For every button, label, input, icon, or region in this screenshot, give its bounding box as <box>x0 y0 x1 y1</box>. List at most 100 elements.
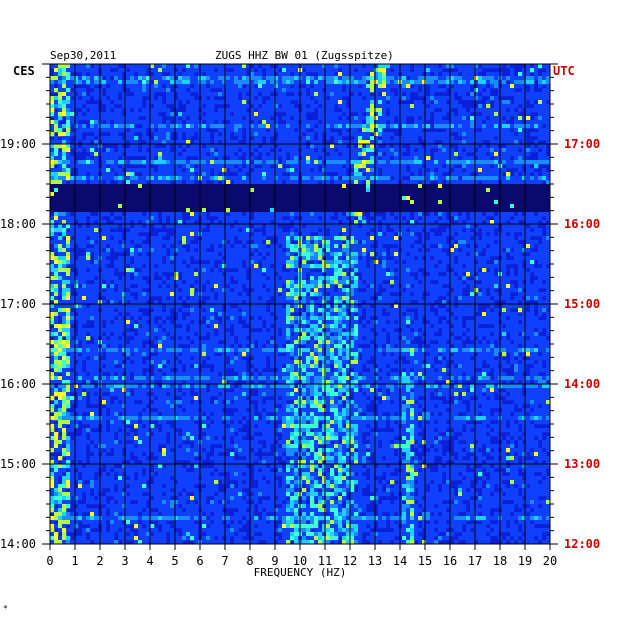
heat-cell <box>466 148 471 153</box>
heat-cell <box>54 228 59 233</box>
heat-cell <box>458 92 463 97</box>
heat-cell <box>378 248 383 253</box>
heat-cell <box>486 136 491 141</box>
heat-cell <box>62 204 67 209</box>
heat-cell <box>306 220 311 225</box>
heat-cell <box>290 188 295 193</box>
heat-cell <box>178 120 183 125</box>
heat-cell <box>470 180 475 185</box>
heat-cell <box>246 144 251 149</box>
heat-cell <box>54 88 59 93</box>
heat-cell <box>418 112 423 117</box>
heat-cell <box>270 192 275 197</box>
heat-cell <box>478 76 483 81</box>
heat-cell <box>122 96 127 101</box>
heat-cell <box>58 260 63 265</box>
heat-cell <box>214 192 219 197</box>
heat-cell <box>510 204 515 209</box>
heat-cell <box>66 80 71 85</box>
heat-cell <box>350 104 355 109</box>
heat-cell <box>54 116 59 121</box>
heat-cell <box>518 200 523 205</box>
heat-cell <box>438 132 443 137</box>
heat-cell <box>462 140 467 145</box>
heat-cell <box>386 72 391 77</box>
heat-cell <box>414 228 419 233</box>
heat-cell <box>374 136 379 141</box>
heat-cell <box>94 200 99 205</box>
heat-cell <box>242 88 247 93</box>
heat-cell <box>354 244 359 249</box>
heat-cell <box>458 68 463 73</box>
heat-cell <box>358 204 363 209</box>
heat-cell <box>270 232 275 237</box>
heat-cell <box>546 180 551 185</box>
heat-cell <box>226 124 231 129</box>
heat-cell <box>166 112 171 117</box>
heat-cell <box>466 76 471 81</box>
heat-cell <box>90 84 95 89</box>
heat-cell <box>62 200 67 205</box>
heat-cell <box>514 104 519 109</box>
heat-cell <box>462 92 467 97</box>
heat-cell <box>286 128 291 133</box>
heat-cell <box>54 96 59 101</box>
heat-cell <box>286 140 291 145</box>
heat-cell <box>526 192 531 197</box>
heat-cell <box>418 196 423 201</box>
heat-cell <box>438 164 443 169</box>
heat-cell <box>282 108 287 113</box>
heat-cell <box>142 128 147 133</box>
heat-cell <box>146 84 151 89</box>
heat-cell <box>262 144 267 149</box>
heat-cell <box>494 208 499 213</box>
heat-cell <box>278 128 283 133</box>
heat-cell <box>370 172 375 177</box>
heat-cell <box>410 128 415 133</box>
heat-cell <box>406 112 411 117</box>
heat-cell <box>314 140 319 145</box>
heat-cell <box>138 168 143 173</box>
heat-cell <box>218 120 223 125</box>
heat-cell <box>330 104 335 109</box>
heat-cell <box>262 252 267 257</box>
heat-cell <box>434 68 439 73</box>
heat-cell <box>530 144 535 149</box>
heat-cell <box>134 96 139 101</box>
heat-cell <box>282 136 287 141</box>
heat-cell <box>350 244 355 249</box>
heat-cell <box>142 244 147 249</box>
heat-cell <box>250 144 255 149</box>
heat-cell <box>354 88 359 93</box>
heat-cell <box>242 236 247 241</box>
heat-cell <box>326 160 331 165</box>
heat-cell <box>310 160 315 165</box>
heat-cell <box>142 120 147 125</box>
heat-cell <box>454 104 459 109</box>
heat-cell <box>310 204 315 209</box>
heat-cell <box>538 176 543 181</box>
heat-cell <box>466 176 471 181</box>
heat-cell <box>254 188 259 193</box>
heat-cell <box>206 80 211 85</box>
heat-cell <box>482 244 487 249</box>
heat-cell <box>206 188 211 193</box>
heat-cell <box>226 144 231 149</box>
heat-cell <box>278 204 283 209</box>
heat-cell <box>330 208 335 213</box>
heat-cell <box>338 256 343 261</box>
heat-cell <box>162 108 167 113</box>
heat-cell <box>78 168 83 173</box>
heat-cell <box>222 244 227 249</box>
heat-cell <box>286 72 291 77</box>
heat-cell <box>254 168 259 173</box>
heat-cell <box>54 236 59 241</box>
heat-cell <box>62 164 67 169</box>
heat-cell <box>226 260 231 265</box>
heat-cell <box>286 196 291 201</box>
heat-cell <box>458 152 463 157</box>
heat-cell <box>202 244 207 249</box>
heat-cell <box>114 260 119 265</box>
heat-cell <box>238 112 243 117</box>
heat-cell <box>214 208 219 213</box>
